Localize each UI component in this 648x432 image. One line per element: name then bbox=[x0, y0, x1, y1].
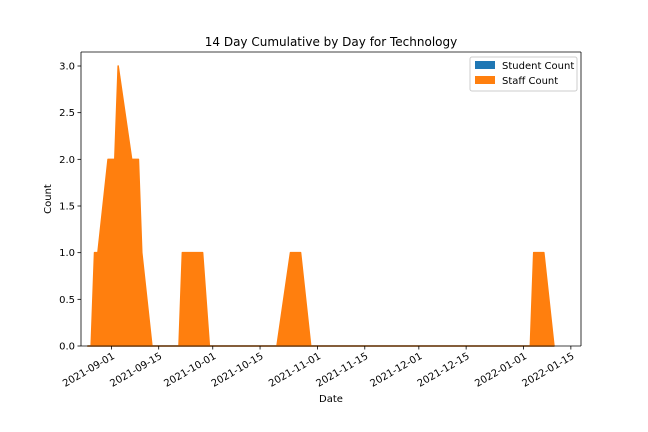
area-staff-count bbox=[87, 65, 555, 347]
y-axis-title: Count bbox=[43, 184, 54, 214]
chart-title: 14 Day Cumulative by Day for Technology bbox=[205, 35, 457, 49]
plot-background bbox=[81, 52, 581, 346]
y-tick-label: 2.5 bbox=[59, 108, 75, 119]
legend: Student Count Staff Count bbox=[469, 56, 578, 92]
y-tick-label: 3.0 bbox=[59, 62, 75, 73]
legend-swatch-student bbox=[475, 61, 495, 69]
legend-label-student: Student Count bbox=[502, 61, 574, 72]
x-tick-label: 2021-11-01 bbox=[267, 351, 323, 390]
y-tick-label: 0.5 bbox=[59, 295, 75, 306]
x-axis-title: Date bbox=[319, 394, 343, 405]
x-tick-label: 2021-11-15 bbox=[314, 351, 370, 390]
plot-area bbox=[81, 52, 581, 347]
x-tick-label: 2021-10-15 bbox=[210, 351, 266, 390]
legend-box bbox=[469, 56, 578, 92]
x-tick-label: 2021-12-01 bbox=[369, 351, 425, 390]
y-tick-label: 2.0 bbox=[59, 155, 75, 166]
y-tick-label: 1.0 bbox=[59, 248, 75, 259]
legend-swatch-staff bbox=[475, 76, 495, 84]
x-tick-label: 2021-09-01 bbox=[61, 351, 117, 390]
x-tick-label: 2021-10-01 bbox=[162, 351, 218, 390]
x-tick-label: 2021-12-15 bbox=[416, 351, 472, 390]
x-tick-label: 2022-01-01 bbox=[473, 351, 529, 390]
legend-label-staff: Staff Count bbox=[502, 76, 558, 87]
x-tick-label: 2022-01-15 bbox=[521, 351, 577, 390]
x-tick-label: 2021-09-15 bbox=[108, 351, 164, 390]
y-tick-label: 0.0 bbox=[59, 342, 75, 353]
y-tick-label: 1.5 bbox=[59, 202, 75, 213]
